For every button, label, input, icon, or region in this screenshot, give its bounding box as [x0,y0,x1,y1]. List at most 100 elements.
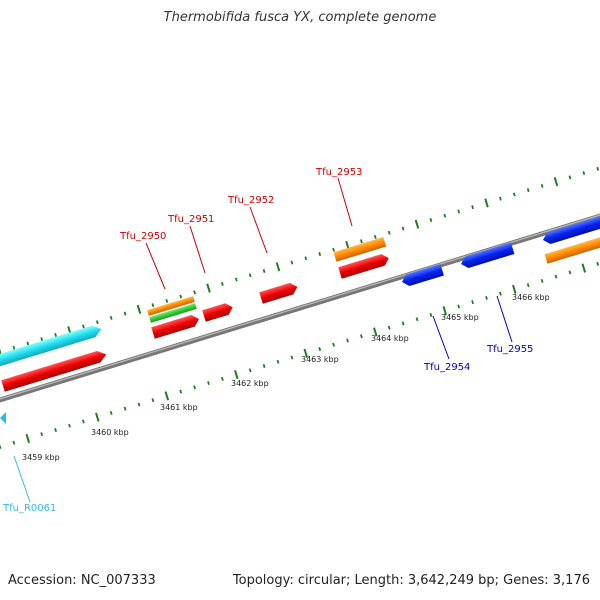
cds-tfu-2952 [259,282,298,304]
cds-tfu-2951 [202,303,233,322]
tick-mark [82,324,85,329]
tick-mark [443,213,447,218]
tick-mark [275,262,281,272]
tick-mark [0,445,2,449]
tick-mark [193,290,196,295]
tick-mark [25,433,31,444]
tick-mark [429,312,433,317]
tick-mark [554,274,558,279]
tick-mark [360,239,363,244]
tick-mark [234,277,238,282]
scale-labels: 3459 kbp 3460 kbp 3461 kbp 3462 kbp 3463… [22,293,550,462]
tick-mark [290,355,294,360]
tick-mark [12,440,16,445]
gene-label-tfu-2951: Tfu_2951 [167,214,214,225]
tick-mark [137,402,141,407]
tick-mark [471,205,474,210]
tick-mark [248,273,252,278]
rna-feature-bar [0,325,102,372]
tick-mark [221,376,224,381]
gene-label-tfu-2952: Tfu_2952 [227,195,274,206]
tick-mark [68,423,71,428]
tick-mark [499,196,502,201]
scale-label: 3465 kbp [441,313,479,322]
tick-mark [276,359,280,364]
tick-mark [415,317,419,322]
tick-mark [248,368,252,373]
tick-mark [596,261,600,266]
scale-label: 3466 kbp [512,293,550,302]
tick-mark [332,342,335,347]
tick-mark [401,321,405,326]
scale-label: 3464 kbp [371,334,409,343]
tick-mark [387,230,391,235]
tick-mark [484,198,489,208]
tick-mark [82,419,85,424]
tick-mark [123,311,127,316]
cds-tfu-2953 [338,254,389,279]
tick-mark [442,306,448,316]
tick-mark [568,270,572,275]
tick-mark [109,315,113,320]
tick-mark [401,226,405,231]
tick-mark [26,341,30,346]
forward-features [0,237,389,392]
tick-mark [164,391,170,401]
tick-mark [304,256,308,261]
tick-mark [332,247,335,252]
gene-leaders [13,177,513,503]
tick-mark [40,337,44,342]
tick-mark [582,171,586,176]
cds-tfu-2950 [151,314,199,339]
orange-feature-1 [147,296,195,316]
scale-label: 3462 kbp [231,379,269,388]
tick-mark [540,278,544,283]
tick-mark [429,217,433,222]
tick-mark [303,348,309,358]
gene-label-tfu-r0061: Tfu_R0061 [2,503,56,514]
tick-mark [207,381,210,386]
tick-mark [165,298,169,303]
accession-text: Accession: NC_007333 [8,573,156,588]
tick-mark [318,252,322,256]
inner-tick-row [0,261,600,449]
tick-mark [512,284,517,294]
gene-label-tfu-2955: Tfu_2955 [486,344,533,355]
tick-mark [540,183,544,188]
tick-mark [290,260,294,265]
tick-mark [414,219,420,229]
cds-forward-left [1,351,107,392]
tick-mark [179,389,183,394]
tick-mark [499,291,502,296]
cds-reverse-right [543,213,600,244]
gene-label-tfu-2950: Tfu_2950 [119,231,166,242]
tick-mark [457,304,461,309]
genome-summary-text: Topology: circular; Length: 3,642,249 bp… [232,573,590,588]
scale-label: 3463 kbp [301,355,339,364]
tick-mark [485,295,488,300]
green-feature [149,303,197,323]
tick-mark [262,364,266,369]
outer-tick-row [0,166,600,357]
orange-feature-3 [544,233,600,264]
tick-mark [95,412,100,422]
map-title: Thermobifida fusca YX, complete genome [163,10,437,25]
reverse-features [0,213,600,424]
tick-mark [234,370,239,380]
rna-reverse-arrow [0,412,6,424]
tick-mark [109,410,113,415]
tick-mark [471,300,474,305]
tick-mark [373,327,378,337]
tick-mark [526,283,530,288]
tick-mark [206,283,211,293]
tick-mark [360,334,363,339]
tick-mark [54,427,57,432]
scale-label: 3459 kbp [22,453,60,462]
scale-label: 3460 kbp [91,428,129,437]
tick-mark [581,263,587,273]
scale-label: 3461 kbp [160,403,198,412]
gene-labels: Tfu_R0061 Tfu_2950 Tfu_2951 Tfu_2952 Tfu… [2,167,533,514]
tick-mark [262,269,266,274]
tick-mark [526,188,530,193]
